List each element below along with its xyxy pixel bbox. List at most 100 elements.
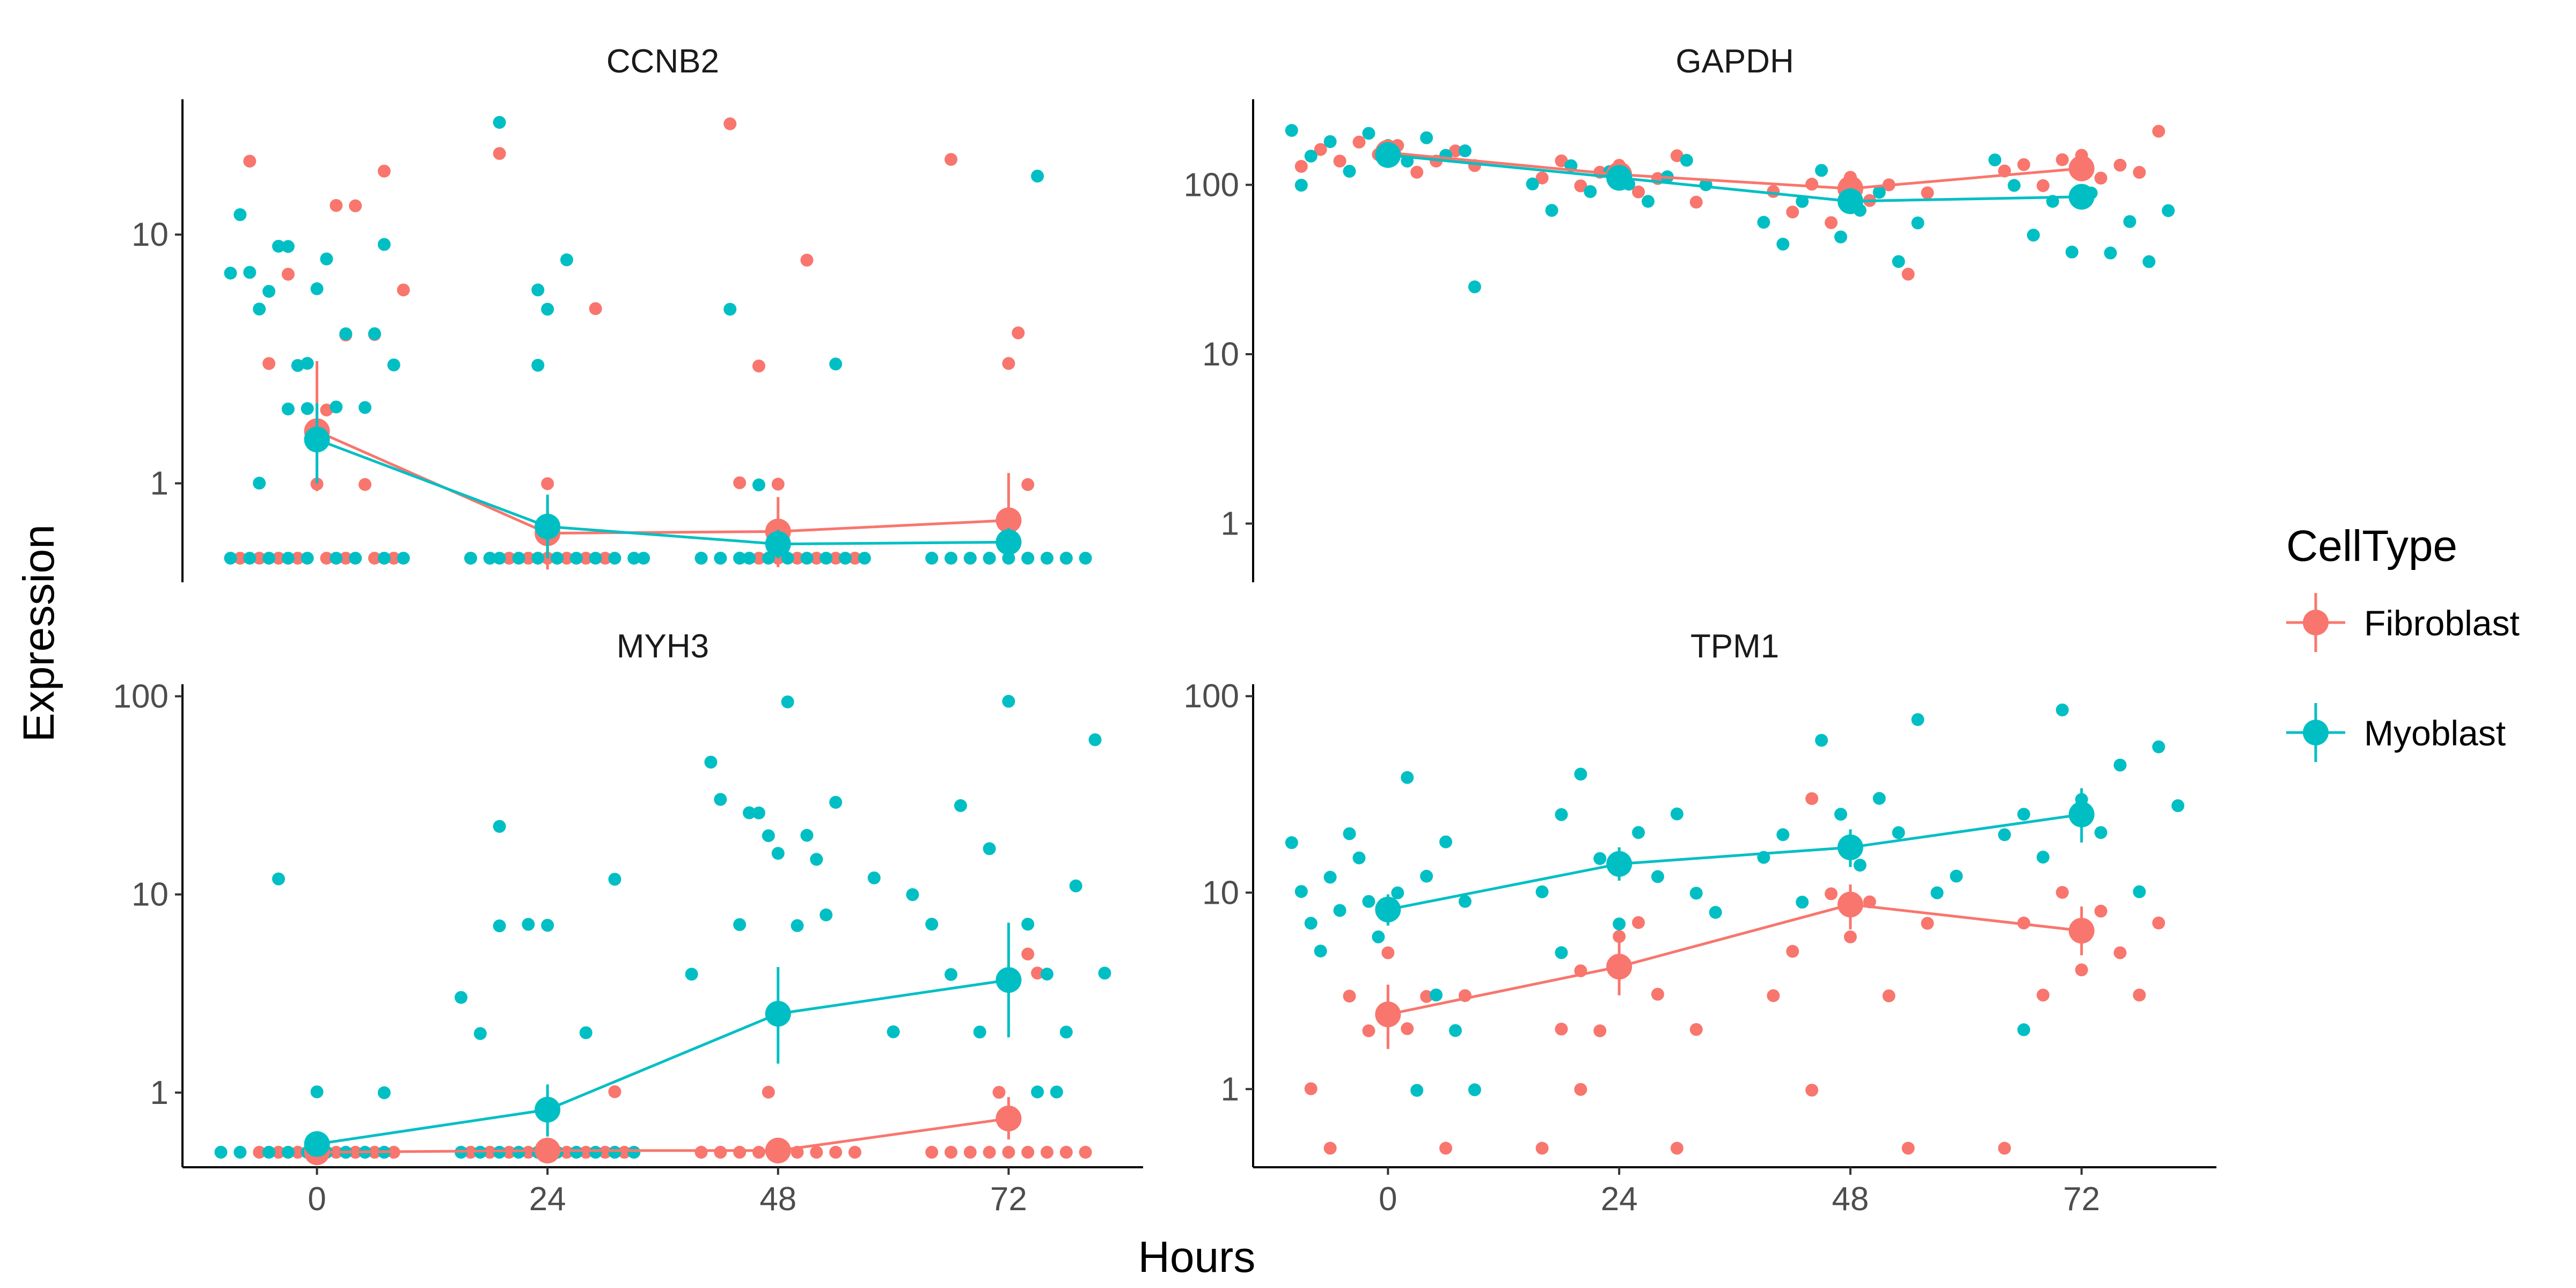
cell-point-fibroblast [1420,990,1433,1003]
cell-point-fibroblast [579,1146,592,1159]
cell-point-myoblast [1323,870,1337,884]
cell-point-fibroblast [2113,946,2127,960]
cell-point-myoblast [800,552,814,565]
mean-point-myoblast [1606,165,1633,191]
mean-line-myoblast [316,438,1009,546]
mean-point-myoblast [304,1131,330,1157]
cell-point-myoblast [233,1146,247,1159]
panel-ccnb2: CCNB2 1 10 [131,43,1092,582]
cell-point-myoblast [1834,230,1847,244]
x-tick-label: 48 [759,1181,796,1218]
cell-point-myoblast [2123,215,2136,228]
x-axis-title: Hours [1138,1233,1256,1282]
cell-point-myoblast [455,991,468,1004]
cell-point-fibroblast [233,552,247,565]
cell-point-myoblast [733,552,747,565]
cell-point-myoblast [569,1146,583,1159]
cell-point-myoblast [839,552,852,565]
cell-point-myoblast [531,552,545,565]
x-tick-label: 0 [1379,1181,1397,1218]
cell-point-myoblast [1294,179,1308,192]
cell-point-myoblast [1088,733,1102,747]
cell-point-myoblast [291,359,304,372]
cell-point-myoblast [1689,887,1703,900]
y-tick-label: 100 [113,678,169,715]
cell-point-fibroblast [608,1085,621,1099]
cell-point-myoblast [301,402,314,415]
cell-point-fibroblast [810,552,823,565]
cell-point-fibroblast [2075,963,2088,977]
cell-point-fibroblast [1323,1141,1337,1155]
cell-point-fibroblast [2133,989,2146,1002]
cell-point-myoblast [1545,204,1558,217]
cell-point-myoblast [349,552,362,565]
cell-point-fibroblast [963,1146,977,1159]
cell-point-fibroblast [2036,989,2050,1002]
cell-point-myoblast [1050,1085,1063,1099]
cell-point-myoblast [551,552,564,565]
cell-point-myoblast [1796,195,1809,208]
cell-point-myoblast [752,478,765,492]
cell-point-fibroblast [1535,1141,1549,1155]
mean-point-myoblast [1375,896,1401,923]
cell-point-myoblast [1391,886,1404,899]
cell-point-myoblast [1343,827,1356,840]
cell-point-myoblast [723,303,737,316]
cell-point-myoblast [224,552,237,565]
legend-key-point-myoblast [2303,720,2329,745]
cell-point-myoblast [377,1086,391,1100]
cell-point-myoblast [522,918,535,931]
cell-point-myoblast [233,208,247,221]
cell-point-fibroblast [349,199,362,213]
cell-point-myoblast [1670,807,1684,821]
cell-point-myoblast [1420,131,1433,144]
cell-point-fibroblast [1998,1141,2011,1155]
cell-point-myoblast [1285,124,1298,137]
cell-point-myoblast [387,358,400,372]
cell-point-myoblast [608,873,621,886]
cell-point-myoblast [771,847,785,860]
cell-point-fibroblast [1825,887,1838,901]
mean-point-fibroblast [535,1137,561,1163]
x-tick-label: 72 [990,1181,1027,1218]
cell-point-myoblast [1776,828,1790,841]
cell-point-myoblast [1757,216,1770,229]
y-tick-label: 10 [131,216,169,253]
cell-point-fibroblast [1381,946,1395,960]
cell-point-fibroblast [1574,1082,1587,1096]
mean-point-fibroblast [996,507,1022,533]
cell-point-fibroblast [1574,179,1587,193]
y-tick-label: 10 [1202,336,1239,373]
cell-point-fibroblast [733,476,747,489]
cell-point-myoblast [589,1146,602,1159]
cell-point-myoblast [867,871,881,884]
cell-point-fibroblast [281,268,295,281]
cell-point-myoblast [1584,185,1597,198]
cell-point-fibroblast [2094,904,2107,918]
cell-point-myoblast [2152,740,2165,753]
cell-point-myoblast [1041,968,1053,981]
cell-point-myoblast [1069,879,1082,892]
cell-point-myoblast [243,266,257,279]
mean-point-fibroblast [2068,918,2095,944]
cell-point-myoblast [377,238,391,251]
cell-point-myoblast [281,552,295,565]
cell-point-myoblast [791,919,804,932]
cell-point-myoblast [1041,552,1053,565]
cell-point-fibroblast [1805,178,1819,191]
cell-point-fibroblast [522,1146,535,1159]
cell-point-myoblast [330,552,343,565]
cell-point-myoblast [1021,918,1035,931]
cell-point-myoblast [963,552,977,565]
cell-point-fibroblast [493,147,506,160]
cell-point-myoblast [1304,149,1318,163]
cell-point-myoblast [224,266,237,280]
cell-point-myoblast [1021,552,1035,565]
cell-point-myoblast [253,477,266,490]
cell-point-fibroblast [848,552,861,565]
cell-point-myoblast [1343,165,1356,178]
cell-point-myoblast [2162,204,2175,217]
cell-point-myoblast [473,1027,487,1040]
mean-point-myoblast [996,529,1022,555]
